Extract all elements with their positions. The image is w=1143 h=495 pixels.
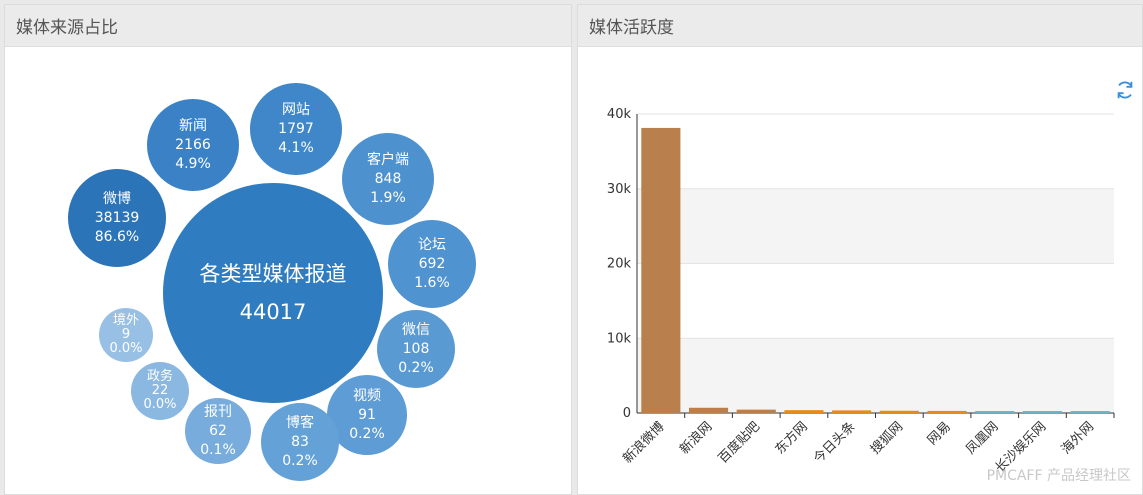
bar (927, 410, 967, 413)
grid-band (637, 338, 1114, 413)
grid-band (637, 114, 1114, 189)
bubble-label: 报刊 (204, 403, 232, 420)
bubble-pct: 0.2% (349, 425, 385, 442)
bar (736, 409, 776, 413)
bar (641, 127, 681, 413)
bubble-label: 客户端 (367, 151, 409, 168)
bubble-label: 新闻 (179, 117, 207, 134)
media-activity-panel: 媒体活跃度 0 10k 20k 30k 40k 新浪微博 新浪网 百度贴吧 东方网 今日头条 搜狐网… (577, 4, 1143, 495)
bubble-pct: 0.0% (143, 397, 177, 412)
x-category-label: 百度贴吧 (715, 419, 763, 467)
bubble-value: 2166 (175, 136, 211, 153)
bubble-forum[interactable]: 论坛 692 1.6% (388, 220, 476, 308)
x-category-label: 今日头条 (810, 419, 858, 467)
grid-band (637, 263, 1114, 339)
bubble-video[interactable]: 视频 91 0.2% (327, 375, 407, 455)
bubble-value: 38139 (94, 209, 140, 226)
grid-band (637, 188, 1114, 264)
bubble-value: 62 (209, 422, 227, 439)
x-category-label: 新浪网 (676, 419, 715, 458)
x-category-label: 网易 (925, 419, 954, 448)
y-tick-label: 30k (607, 182, 632, 197)
media-source-header: 媒体来源占比 (5, 5, 571, 47)
bar (784, 410, 824, 413)
bubble-client[interactable]: 客户端 848 1.9% (342, 133, 434, 225)
bubble-pct: 1.6% (414, 274, 450, 291)
bubble-value: 848 (374, 170, 402, 187)
x-category-label: 凤凰网 (963, 419, 1001, 457)
bar (1022, 411, 1063, 413)
bubble-pct: 0.0% (109, 341, 143, 356)
media-source-panel: 媒体来源占比 各类型媒体报道 44017 微博 38139 86.6% 新闻 2… (4, 4, 572, 495)
center-bubble[interactable]: 各类型媒体报道 44017 (163, 183, 383, 403)
bar (688, 407, 729, 413)
bubble-news[interactable]: 新闻 2166 4.9% (147, 99, 239, 191)
x-category-label: 搜狐网 (868, 419, 906, 457)
bubble-label: 网站 (282, 101, 310, 118)
bar (975, 411, 1015, 413)
center-bubble-label: 各类型媒体报道 (199, 262, 347, 286)
refresh-icon[interactable] (1114, 79, 1136, 101)
bubble-pct: 0.2% (398, 359, 434, 376)
bubble-wechat[interactable]: 微信 108 0.2% (377, 310, 455, 388)
bubble-pct: 0.2% (282, 452, 318, 469)
media-source-title: 媒体来源占比 (16, 18, 118, 38)
bubble-value: 83 (291, 433, 309, 450)
bubble-website[interactable]: 网站 1797 4.1% (250, 83, 342, 175)
media-activity-title: 媒体活跃度 (589, 18, 674, 38)
bubble-pct: 1.9% (370, 189, 406, 206)
bar (879, 410, 919, 413)
bar (832, 410, 872, 413)
bubble-pct: 4.1% (278, 139, 314, 156)
community-watermark: PMCAFF 产品经理社区 (986, 468, 1131, 484)
bubble-label: 博客 (286, 414, 314, 431)
bubble-label: 微信 (402, 321, 430, 338)
bubble-value: 22 (151, 383, 169, 398)
bubble-label: 论坛 (418, 236, 446, 253)
x-category-label: 新浪微博 (620, 419, 668, 467)
bubble-label: 微博 (103, 190, 131, 207)
bubble-blog[interactable]: 博客 83 0.2% (261, 403, 339, 481)
bar (1070, 411, 1110, 413)
y-tick-label: 10k (607, 331, 632, 346)
bubble-value: 1797 (278, 120, 314, 137)
bubble-weibo[interactable]: 微博 38139 86.6% (68, 169, 166, 267)
bubble-value: 9 (121, 327, 131, 342)
bubble-value: 108 (402, 340, 430, 357)
bubble-label: 政务 (146, 369, 173, 384)
center-bubble-value: 44017 (239, 300, 307, 324)
bubble-pct: 0.1% (200, 441, 236, 458)
y-tick-label: 20k (607, 257, 632, 272)
bubble-government[interactable]: 政务 22 0.0% (131, 362, 189, 420)
bubble-label: 境外 (112, 313, 139, 328)
bubble-label: 视频 (353, 387, 381, 404)
y-tick-label: 40k (607, 107, 632, 122)
bubble-overseas[interactable]: 境外 9 0.0% (99, 308, 153, 362)
bubble-pct: 4.9% (175, 155, 211, 172)
x-category-label: 海外网 (1059, 419, 1097, 457)
bubble-pct: 86.6% (94, 228, 140, 245)
bubble-value: 91 (358, 406, 376, 423)
x-category-label: 东方网 (772, 419, 811, 458)
bubble-value: 692 (418, 255, 446, 272)
media-activity-header: 媒体活跃度 (578, 5, 1142, 47)
bubble-newspaper[interactable]: 报刊 62 0.1% (185, 398, 251, 464)
y-tick-label: 0 (623, 406, 631, 421)
